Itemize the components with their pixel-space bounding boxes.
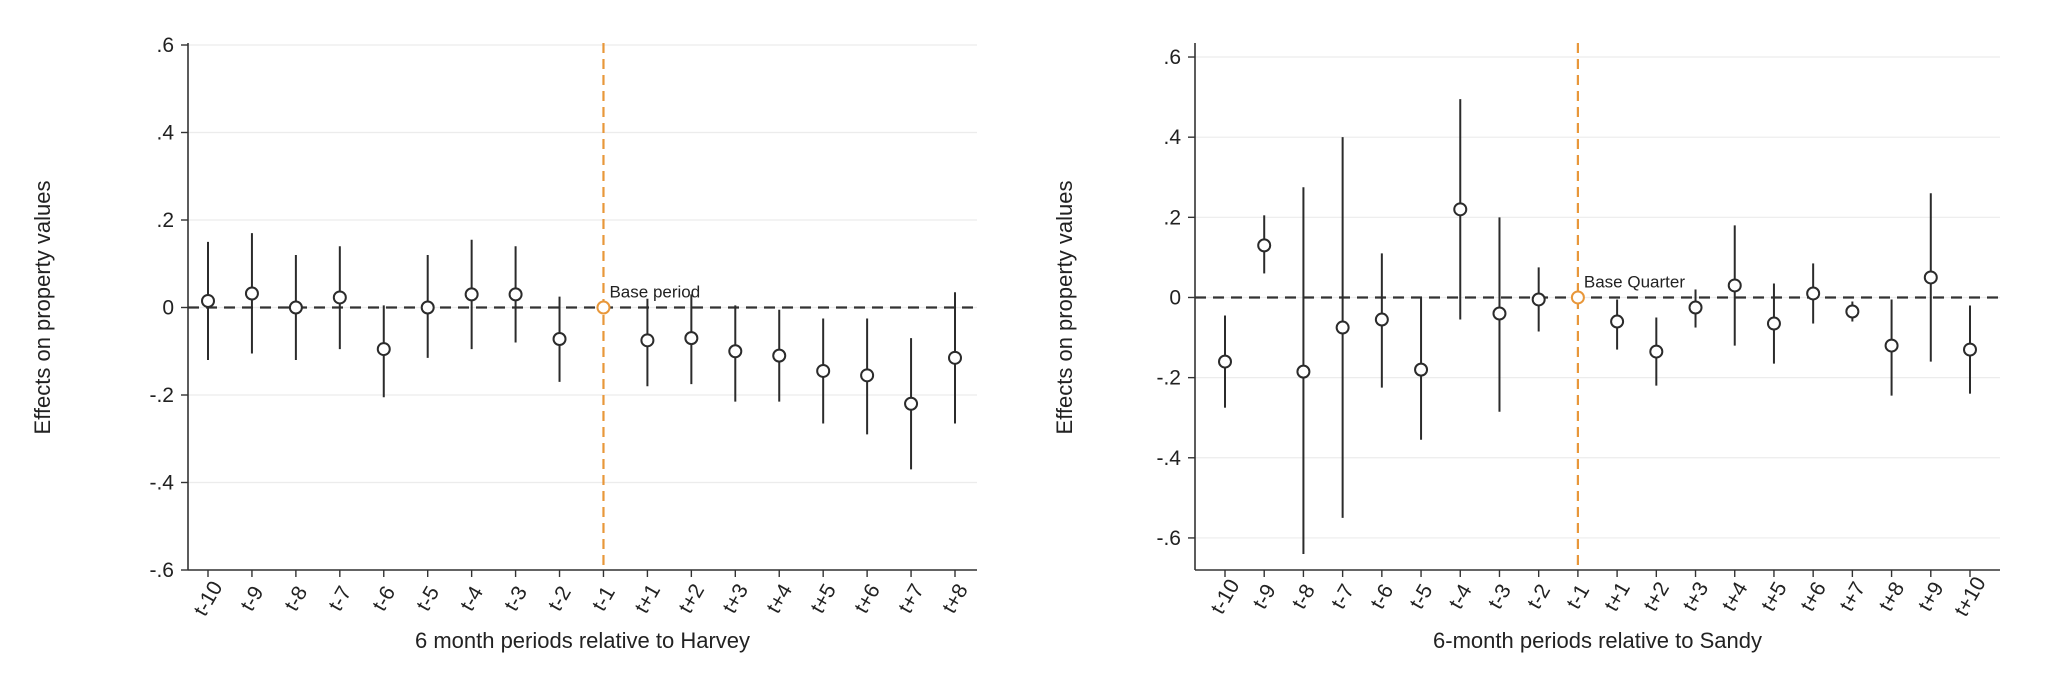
y-tick-label: -.2 <box>1156 367 1181 390</box>
y-tick-label: -.6 <box>1156 527 1181 550</box>
point-estimate <box>728 344 743 359</box>
y-tick-label: -.2 <box>149 384 174 407</box>
point-estimate <box>596 300 611 315</box>
point-estimate <box>1884 338 1899 353</box>
point-estimate <box>420 300 435 315</box>
point-estimate <box>1688 300 1703 315</box>
y-tick-label: .6 <box>1163 46 1181 69</box>
point-estimate <box>1845 304 1860 319</box>
point-estimate <box>376 342 391 357</box>
point-estimate <box>1492 306 1507 321</box>
point-estimate <box>772 348 787 363</box>
point-estimate <box>904 396 919 411</box>
point-estimate <box>1531 292 1546 307</box>
point-estimate <box>508 287 523 302</box>
point-estimate <box>288 300 303 315</box>
point-estimate <box>552 332 567 346</box>
point-estimate <box>1374 312 1389 327</box>
point-estimate <box>1453 202 1468 217</box>
y-tick-label: .2 <box>156 209 174 232</box>
point-estimate <box>1963 342 1977 357</box>
base-annotation: Base period <box>609 283 700 302</box>
point-estimate <box>860 368 875 383</box>
point-estimate <box>1806 286 1821 301</box>
point-estimate <box>201 293 215 308</box>
point-estimate <box>244 286 259 301</box>
y-tick-label: -.4 <box>1156 447 1181 470</box>
y-tick-label: 0 <box>1169 286 1181 309</box>
point-estimate <box>464 287 479 302</box>
point-estimate <box>1218 354 1232 369</box>
y-tick-label: .2 <box>1163 206 1181 229</box>
y-tick-label: -.4 <box>149 472 174 495</box>
point-estimate <box>1570 290 1585 305</box>
y-tick-label: 0 <box>162 297 174 320</box>
x-axis-title: 6 month periods relative to Harvey <box>415 628 750 653</box>
base-annotation: Base Quarter <box>1584 272 1685 291</box>
point-estimate <box>1296 364 1311 379</box>
y-tick-label: .4 <box>156 122 174 145</box>
y-axis-title: Effects on property values <box>1052 181 1077 435</box>
point-estimate <box>1727 278 1742 293</box>
point-estimate <box>816 363 831 378</box>
x-axis-title: 6-month periods relative to Sandy <box>1433 628 1762 653</box>
y-tick-label: .4 <box>1163 126 1181 149</box>
point-estimate <box>684 331 699 346</box>
point-estimate <box>1923 270 1938 285</box>
y-tick-label: .6 <box>156 34 174 57</box>
point-estimate <box>640 333 655 348</box>
point-estimate <box>1257 238 1272 253</box>
point-estimate <box>1414 362 1429 377</box>
point-estimate <box>1335 320 1350 335</box>
point-estimate <box>332 290 347 305</box>
point-estimate <box>1766 316 1781 331</box>
point-estimate <box>1610 314 1625 329</box>
point-estimate <box>948 350 962 365</box>
y-tick-label: -.6 <box>149 559 174 582</box>
y-axis-title: Effects on property values <box>30 181 55 435</box>
point-estimate <box>1649 344 1664 359</box>
